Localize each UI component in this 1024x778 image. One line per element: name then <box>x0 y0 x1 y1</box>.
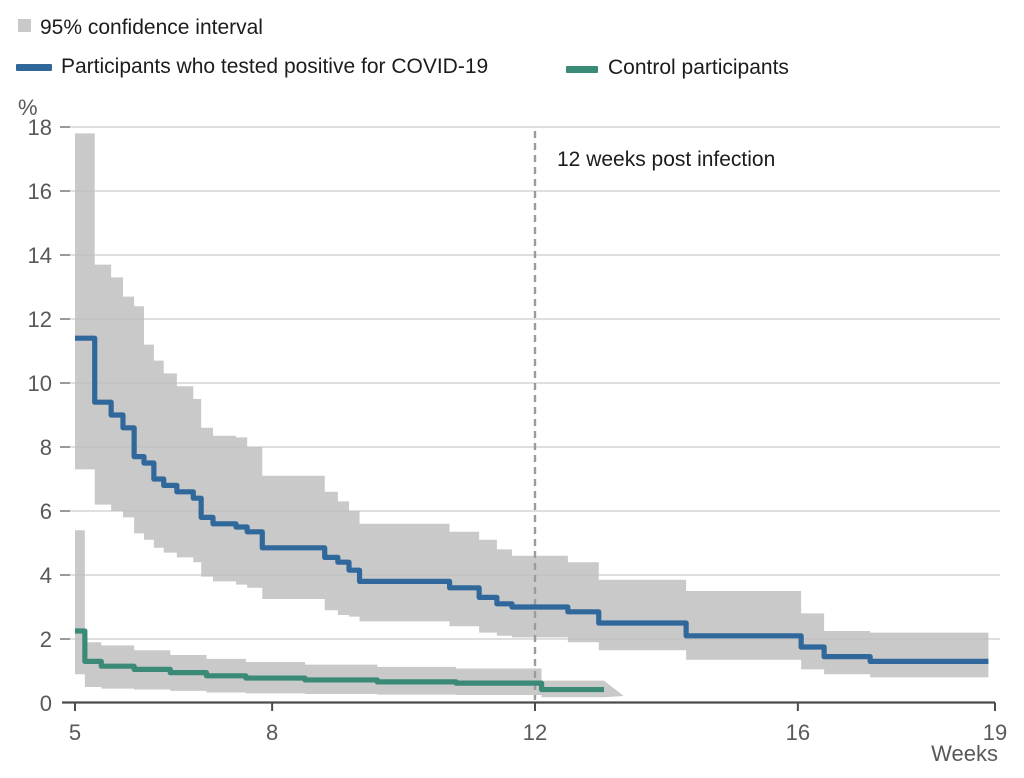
x-tick-label: 16 <box>786 720 810 745</box>
x-tick-label: 12 <box>523 720 547 745</box>
y-tick-label: 6 <box>40 499 52 524</box>
control-series-swatch-icon <box>566 66 598 73</box>
y-tick-label: 4 <box>40 563 52 588</box>
y-tick-label: 2 <box>40 627 52 652</box>
x-tick-label: 5 <box>69 720 81 745</box>
y-tick-label: 0 <box>40 691 52 716</box>
series-line-positive <box>75 335 989 664</box>
y-tick-label: 8 <box>40 435 52 460</box>
positive-series-swatch-icon <box>16 64 52 71</box>
ci-legend-label: 95% confidence interval <box>40 16 263 39</box>
series-line-control <box>75 628 604 693</box>
y-tick-label: 18 <box>28 115 52 140</box>
ci-band-swatch-icon <box>18 19 31 32</box>
positive-series-label: Participants who tested positive for COV… <box>61 55 489 78</box>
y-tick-label: 12 <box>28 307 52 332</box>
confidence-band-control <box>75 530 624 698</box>
y-tick-label: 16 <box>28 179 52 204</box>
control-series-label: Control participants <box>608 56 789 79</box>
y-tick-label: 10 <box>28 371 52 396</box>
y-axis-unit-label: % <box>18 95 38 120</box>
x-tick-label: 19 <box>983 720 1007 745</box>
x-tick-label: 8 <box>266 720 278 745</box>
y-tick-label: 14 <box>28 243 52 268</box>
x-axis-unit-label: Weeks <box>931 741 998 766</box>
legend-ci: 95% confidence interval <box>18 16 263 40</box>
confidence-band-positive <box>75 133 989 678</box>
reference-line-annotation: 12 weeks post infection <box>557 148 776 171</box>
